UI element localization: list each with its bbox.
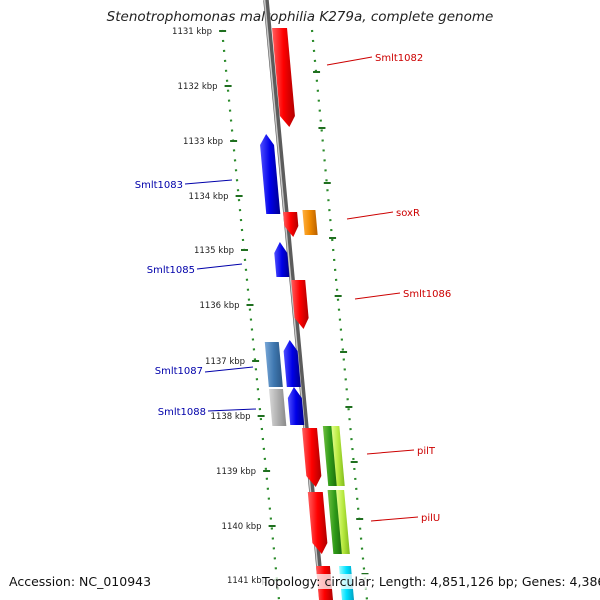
gene-label-smlt1085[interactable]: Smlt1085 <box>147 265 195 276</box>
scale-tick-label: 1134 kbp <box>189 192 229 202</box>
gene-smlt1087-steel[interactable] <box>264 342 283 387</box>
gene-label-pilt[interactable]: pilT <box>417 446 436 457</box>
label-leader-line <box>207 408 257 412</box>
label-leader-line <box>196 263 243 270</box>
gene-smlt1082[interactable] <box>272 28 295 127</box>
gene-label-smlt1082[interactable]: Smlt1082 <box>375 53 423 64</box>
gene-label-smlt1087[interactable]: Smlt1087 <box>155 366 203 377</box>
label-leader-line <box>326 56 373 66</box>
gene-soxR-orange[interactable] <box>302 210 318 235</box>
gene-soxR-left[interactable] <box>283 212 299 237</box>
gene-label-smlt1088[interactable]: Smlt1088 <box>158 407 206 418</box>
scale-tick-label: 1138 kbp <box>211 412 251 422</box>
label-leader-line <box>354 292 401 300</box>
gene-pilU-yellowgreen[interactable] <box>336 490 350 554</box>
scale-tick-label: 1132 kbp <box>178 82 218 92</box>
accession-text: Accession: NC_010943 <box>9 574 152 589</box>
scale-tick-label: 1140 kbp <box>222 522 262 532</box>
gene-pilU[interactable] <box>307 492 328 554</box>
gene-smlt1087[interactable] <box>283 340 301 387</box>
gene-smlt1086[interactable] <box>291 280 309 329</box>
gene-label-smlt1083[interactable]: Smlt1083 <box>135 180 183 191</box>
label-leader-line <box>184 179 233 185</box>
scale-tick-label: 1135 kbp <box>194 246 234 256</box>
gene-pilT-green[interactable] <box>322 426 338 486</box>
gene-features[interactable] <box>260 28 354 600</box>
gene-smlt1085[interactable] <box>274 242 290 277</box>
gene-label-smlt1086[interactable]: Smlt1086 <box>403 289 451 300</box>
gene-pilT-yellowgreen[interactable] <box>331 426 345 486</box>
genome-map-title: Stenotrophomonas maltophilia K279a, comp… <box>106 9 494 25</box>
gene-labels: Smlt1082 Smlt1083 soxR Smlt1085 Smlt1086 Smlt… <box>135 53 452 524</box>
gene-smlt1083[interactable] <box>260 134 281 214</box>
label-leader-line <box>366 449 415 455</box>
dotted-track-1 <box>220 29 281 600</box>
scale-tick-label: 1136 kbp <box>199 301 239 311</box>
scale-tick-label: 1133 kbp <box>183 137 223 147</box>
scale-tick-label: 1137 kbp <box>205 357 245 367</box>
gene-label-pilu[interactable]: pilU <box>421 513 440 524</box>
scale-ticks: 1131 kbp 1132 kbp 1133 kbp 1134 kbp 1135 kbp… <box>172 27 369 586</box>
gene-pilT[interactable] <box>302 428 322 487</box>
gene-smlt1088[interactable] <box>287 387 305 425</box>
gene-label-soxr[interactable]: soxR <box>396 208 420 219</box>
scale-tick-label: 1131 kbp <box>172 27 212 37</box>
label-leader-line <box>346 211 394 220</box>
genome-summary-text: Topology: circular; Length: 4,851,126 bp… <box>262 574 600 589</box>
scale-tick-label: 1141 kbp <box>227 576 267 586</box>
label-leader-line <box>370 516 419 522</box>
gene-pilU-green[interactable] <box>327 490 343 554</box>
scale-tick-label: 1139 kbp <box>216 467 256 477</box>
gene-smlt1088-grey[interactable] <box>269 389 287 426</box>
label-leader-line <box>204 366 254 373</box>
